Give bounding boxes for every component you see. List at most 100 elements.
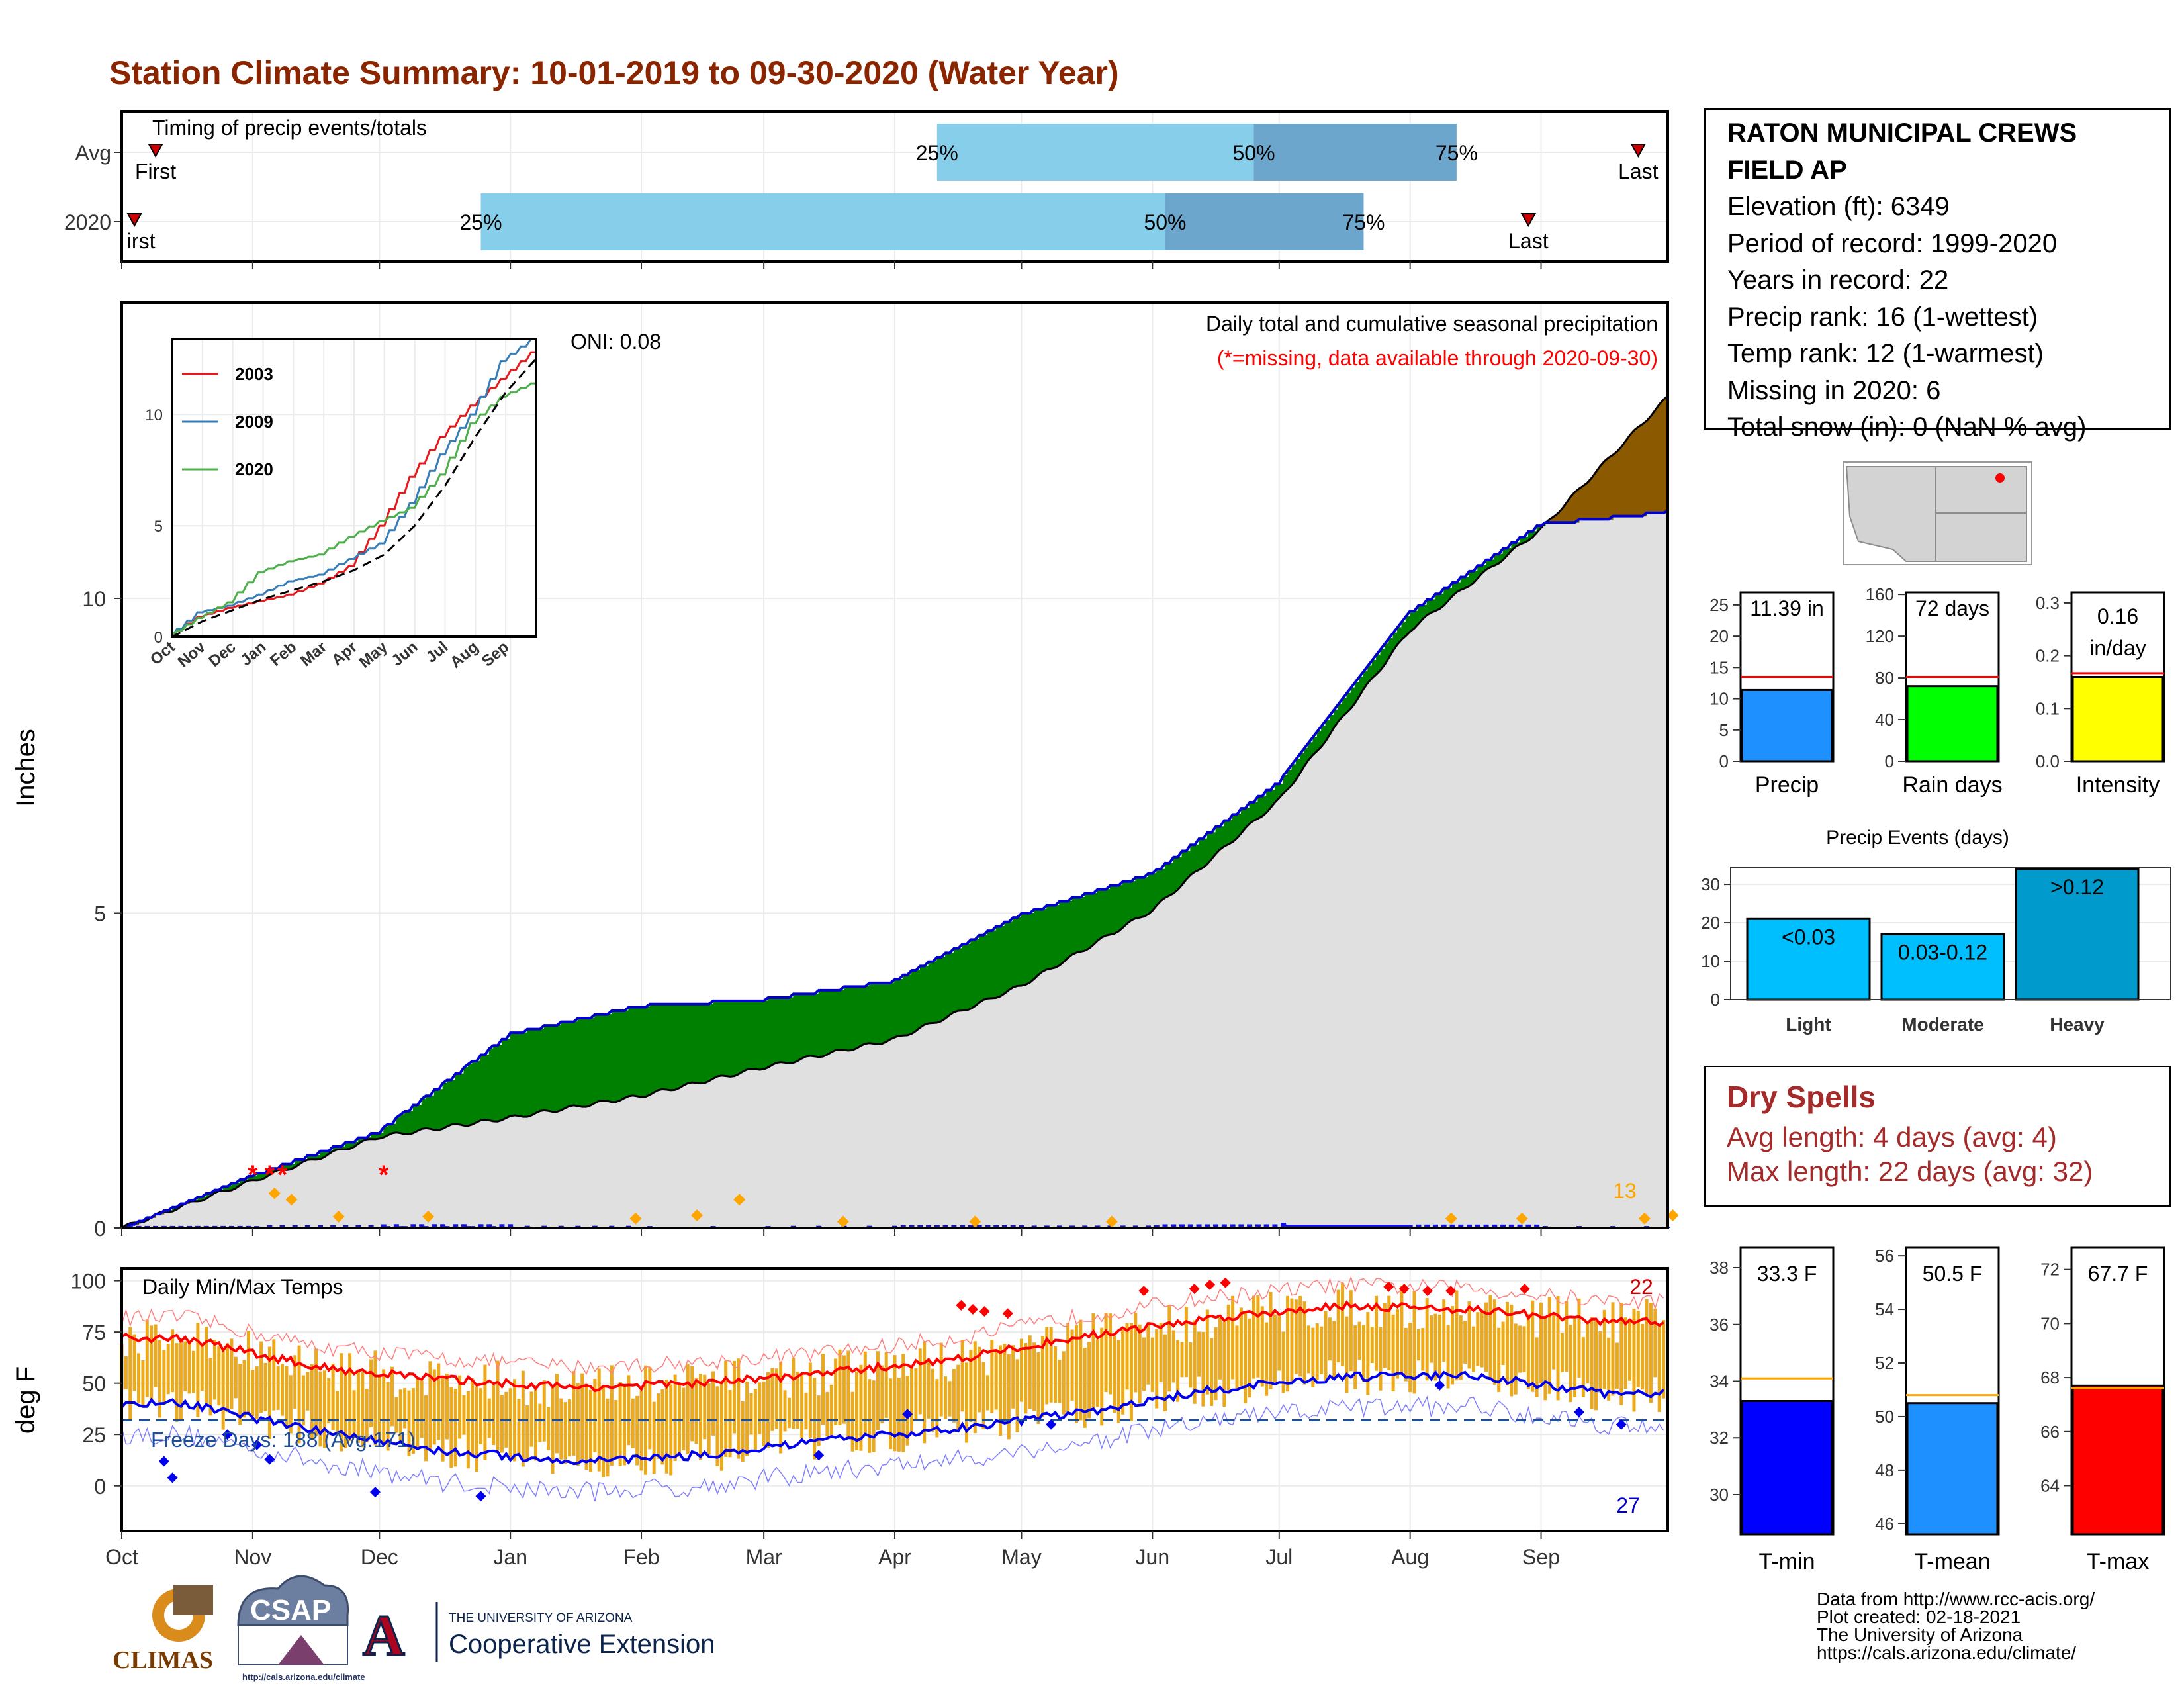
daily-temp-bar (981, 1362, 985, 1429)
precip-events-category-label: Moderate (1901, 1014, 1983, 1035)
temp-bar-tick-label: 70 (2040, 1313, 2060, 1333)
last-marker-icon (1520, 213, 1537, 228)
precip-events-tick-label: 0 (1711, 990, 1720, 1009)
daily-temp-bar (1083, 1347, 1087, 1428)
precip-events-bar-light (1746, 917, 1871, 1001)
temp-bar-value: 67.7 F (2088, 1262, 2148, 1286)
location-map (1843, 461, 2032, 565)
daily-temp-bar (352, 1390, 356, 1438)
daily-temp-bar (1361, 1325, 1365, 1382)
daily-temp-bar (1273, 1314, 1277, 1383)
daily-temp-bar (774, 1368, 778, 1429)
daily-temp-bar (171, 1329, 175, 1393)
first-marker-icon (148, 144, 163, 158)
daily-precip-bar (1407, 1225, 1413, 1228)
daily-precip-bar (1394, 1225, 1400, 1228)
daily-temp-bar (698, 1374, 702, 1460)
first-label: First (135, 160, 176, 183)
temp-bar-tick-label: 66 (2040, 1422, 2060, 1442)
daily-temp-bar (403, 1388, 407, 1429)
snow-diamond-icon (1666, 1209, 1679, 1221)
daily-temp-bar (1501, 1321, 1505, 1366)
daily-temp-bar (1290, 1298, 1294, 1383)
station-missing: Missing in 2020: 6 (1727, 375, 1941, 405)
inset-ytick-label: 5 (154, 518, 163, 536)
daily-temp-bar (238, 1364, 242, 1425)
daily-temp-bar (796, 1371, 799, 1429)
daily-temp-bar (1581, 1337, 1585, 1397)
daily-temp-bar (1615, 1342, 1619, 1389)
summary-bar-value: 72 days (1915, 596, 1989, 620)
daily-precip-bar (1336, 1225, 1342, 1228)
daily-temp-bar (1421, 1327, 1425, 1371)
daily-precip-bar (432, 1224, 437, 1228)
daily-precip-bar (1352, 1225, 1358, 1228)
temp-bar-tick-label: 36 (1709, 1315, 1729, 1335)
record-high-marker-icon (1205, 1279, 1216, 1290)
daily-temp-bar (1510, 1304, 1514, 1397)
daily-temp-bar (1244, 1312, 1248, 1404)
daily-temp-bar (217, 1346, 221, 1406)
summary-bar-tick-label: 0 (1885, 751, 1894, 771)
daily-temp-bar (635, 1395, 639, 1466)
daily-temp-bar (386, 1382, 390, 1451)
daily-temp-bar (390, 1366, 394, 1427)
record-high-marker-icon (1383, 1281, 1394, 1292)
daily-temp-bar (1003, 1344, 1007, 1423)
daily-temp-bar (441, 1376, 445, 1462)
daily-temp-bar (1408, 1323, 1412, 1393)
daily-precip-bar (1357, 1225, 1363, 1228)
daily-temp-bar (1019, 1338, 1023, 1402)
avg-min-temp-line (120, 1370, 1665, 1466)
daily-temp-bar (1095, 1339, 1099, 1407)
daily-temp-bar (1437, 1314, 1441, 1378)
snow-diamond-icon (691, 1209, 704, 1221)
daily-temp-bar (246, 1331, 250, 1415)
daily-temp-bar (175, 1343, 179, 1423)
station-info-box: RATON MUNICIPAL CREWS FIELD AP Elevation… (1704, 108, 2171, 442)
summary-bar-tick-label: 0.0 (2036, 751, 2060, 771)
daily-temp-bar (407, 1390, 411, 1456)
daily-precip-bar (1247, 1224, 1253, 1228)
daily-temp-bar (1032, 1342, 1036, 1411)
daily-temp-bar (555, 1374, 559, 1454)
precip-ytick-label: 5 (94, 902, 106, 925)
daily-precip-bar (1297, 1225, 1303, 1228)
daily-temp-bar (783, 1390, 787, 1432)
daily-temp-bar (1391, 1314, 1395, 1392)
daily-temp-bar (263, 1362, 267, 1412)
daily-temp-bar (1116, 1340, 1120, 1423)
daily-temp-bar (652, 1401, 656, 1474)
daily-temp-bar (576, 1383, 580, 1466)
daily-temp-bar (657, 1393, 660, 1459)
daily-precip-bar (1348, 1225, 1354, 1228)
record-low-marker-icon (1046, 1419, 1057, 1430)
daily-temp-bar (267, 1346, 271, 1439)
daily-temp-bar (1569, 1325, 1572, 1403)
daily-temp-bar (745, 1381, 749, 1456)
daily-temp-bar (1442, 1299, 1446, 1362)
daily-precip-bar (1263, 1224, 1269, 1228)
daily-precip-bar (1475, 1224, 1480, 1228)
daily-temp-bar (829, 1384, 833, 1436)
daily-precip-bar (1390, 1225, 1396, 1228)
daily-temp-bar (1480, 1309, 1484, 1368)
daily-temp-bar (1058, 1360, 1062, 1403)
summary-bar-tick-label: 10 (1709, 689, 1729, 709)
daily-temp-bar (804, 1392, 808, 1430)
month-tick-label: Apr (878, 1545, 911, 1569)
daily-temp-bar (690, 1366, 694, 1442)
daily-temp-bar (606, 1398, 610, 1477)
record-high-marker-icon (1002, 1308, 1013, 1319)
daily-temp-bar (901, 1354, 905, 1452)
daily-temp-bar (1197, 1331, 1201, 1377)
daily-temp-bar (923, 1342, 927, 1444)
daily-temp-bar (1505, 1301, 1509, 1386)
daily-precip-bar (381, 1224, 387, 1228)
csap-url: http://cals.arizona.edu/climate (242, 1672, 365, 1682)
daily-temp-bar (1171, 1330, 1175, 1383)
temp-bar-tick-label: 72 (2040, 1260, 2060, 1280)
daily-temp-bar (259, 1341, 263, 1413)
inset-ytick-label: 10 (145, 406, 163, 424)
month-tick-label: Sep (1522, 1545, 1560, 1569)
